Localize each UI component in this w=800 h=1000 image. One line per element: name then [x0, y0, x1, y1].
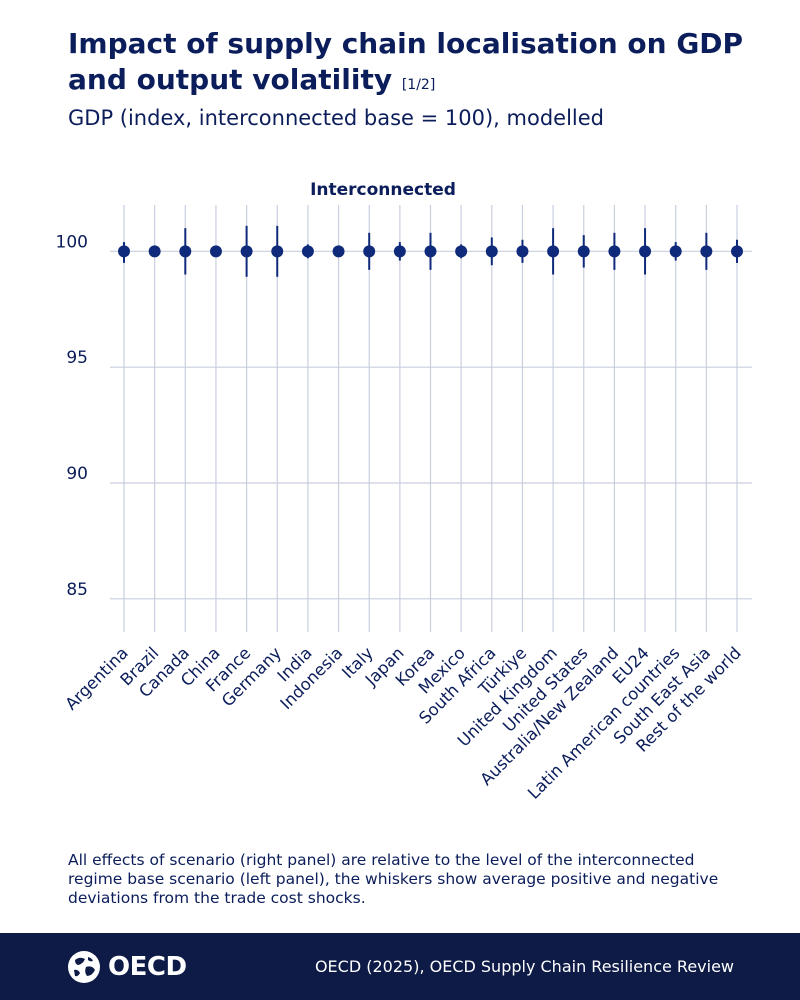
data-point	[332, 245, 345, 258]
footer-bar: OECD OECD (2025), OECD Supply Chain Resi…	[0, 933, 800, 1000]
chart-subtitle: GDP (index, interconnected base = 100), …	[68, 106, 604, 130]
footnote: All effects of scenario (right panel) ar…	[68, 851, 719, 907]
data-point	[455, 245, 468, 258]
grid-layer	[110, 205, 752, 632]
oecd-logo[interactable]: OECD	[66, 949, 187, 985]
data-point	[271, 245, 284, 258]
y-tick-label: 90	[66, 464, 88, 484]
y-tick-label: 100	[56, 232, 88, 252]
data-point	[547, 245, 560, 258]
chart-svg: Interconnected859095100ArgentinaBrazilCa…	[56, 180, 752, 803]
oecd-logo-text: OECD	[108, 952, 187, 982]
data-point	[118, 245, 130, 258]
y-tick-label: 95	[66, 348, 88, 368]
data-point	[639, 245, 652, 258]
data-point	[700, 245, 713, 258]
data-point	[577, 245, 590, 258]
chart-title-suffix: [1/2]	[401, 77, 436, 93]
data-point	[485, 245, 498, 258]
data-point	[731, 245, 743, 258]
data-point	[393, 245, 406, 258]
data-point	[240, 245, 253, 258]
oecd-globe-icon	[68, 951, 100, 983]
data-point	[363, 245, 376, 258]
data-point	[301, 245, 314, 258]
data-point	[148, 245, 161, 258]
data-point	[516, 245, 529, 258]
chart-title: Impact of supply chain localisation on G…	[68, 26, 768, 103]
data-point	[424, 245, 437, 258]
data-point	[179, 245, 192, 258]
y-tick-label: 85	[66, 580, 88, 600]
panel-label: Interconnected	[310, 180, 456, 200]
chart-title-text: Impact of supply chain localisation on G…	[68, 27, 744, 96]
data-point	[209, 245, 222, 258]
source-citation: OECD (2025), OECD Supply Chain Resilienc…	[314, 957, 734, 976]
mark-layer	[118, 225, 743, 277]
data-point	[608, 245, 621, 258]
data-point	[669, 245, 682, 258]
